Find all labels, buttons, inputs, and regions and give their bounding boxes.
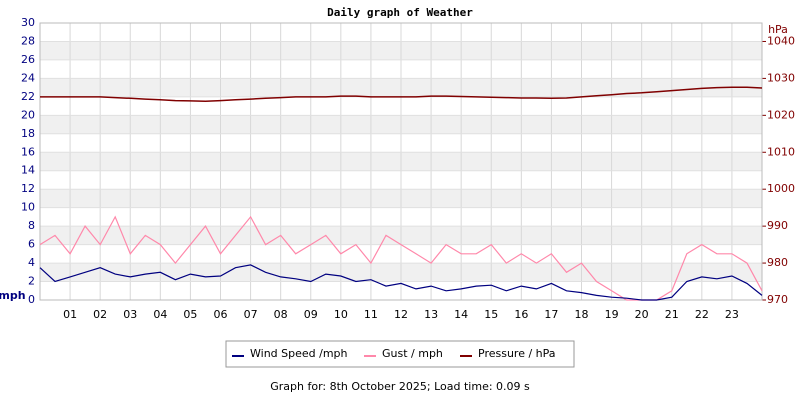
x-tick-label: 13 [424, 308, 438, 321]
y-tick-label: 20 [21, 108, 35, 121]
x-tick-label: 07 [244, 308, 258, 321]
x-tick-label: 10 [334, 308, 348, 321]
y2-tick-label: 1040 [767, 34, 795, 47]
x-tick-label: 01 [63, 308, 77, 321]
y2-tick-label: 970 [767, 293, 788, 306]
legend-label: Gust / mph [382, 347, 443, 360]
y-tick-label: 6 [28, 238, 35, 251]
y2-axis-label: hPa [768, 23, 788, 36]
x-tick-label: 18 [575, 308, 589, 321]
x-tick-label: 17 [544, 308, 558, 321]
x-tick-label: 02 [93, 308, 107, 321]
footer: Graph for: 8th October 2025; Load time: … [270, 380, 530, 393]
y-tick-label: 28 [21, 34, 35, 47]
y-tick-label: 12 [21, 182, 35, 195]
y-axis-label: mph [0, 289, 26, 302]
x-tick-label: 23 [725, 308, 739, 321]
y-tick-label: 0 [28, 293, 35, 306]
x-tick-label: 21 [665, 308, 679, 321]
x-tick-label: 05 [183, 308, 197, 321]
y2-tick-label: 1010 [767, 145, 795, 158]
x-tick-label: 06 [214, 308, 228, 321]
y-tick-label: 30 [21, 16, 35, 29]
x-tick-label: 16 [514, 308, 528, 321]
x-tick-label: 15 [484, 308, 498, 321]
y2-tick-label: 1020 [767, 108, 795, 121]
x-tick-label: 12 [394, 308, 408, 321]
y-tick-label: 8 [28, 219, 35, 232]
y-tick-label: 22 [21, 90, 35, 103]
legend-box [225, 340, 575, 368]
y-tick-label: 16 [21, 145, 35, 158]
x-tick-label: 09 [304, 308, 318, 321]
y2-tick-label: 980 [767, 256, 788, 269]
x-tick-label: 03 [123, 308, 137, 321]
y2-tick-label: 1030 [767, 71, 795, 84]
chart-title: Daily graph of Weather [327, 6, 473, 19]
y-tick-label: 24 [21, 71, 35, 84]
y-tick-label: 4 [28, 256, 35, 269]
y-tick-label: 18 [21, 127, 35, 140]
x-tick-label: 14 [454, 308, 468, 321]
y2-tick-label: 1000 [767, 182, 795, 195]
plot-frame [39, 22, 763, 301]
x-tick-label: 08 [274, 308, 288, 321]
x-tick-label: 20 [635, 308, 649, 321]
x-tick-label: 04 [153, 308, 167, 321]
series-line [40, 86, 763, 103]
x-tick-label: 19 [605, 308, 619, 321]
x-tick-label: 22 [695, 308, 709, 321]
y-tick-label: 26 [21, 53, 35, 66]
y-tick-label: 10 [21, 201, 35, 214]
series-line [39, 264, 763, 301]
y-tick-label: 2 [28, 275, 35, 288]
y-tick-label: 14 [21, 164, 35, 177]
legend-label: Pressure / hPa [478, 347, 556, 360]
x-tick-label: 11 [364, 308, 378, 321]
y2-tick-label: 990 [767, 219, 788, 232]
legend-label: Wind Speed /mph [250, 347, 348, 360]
